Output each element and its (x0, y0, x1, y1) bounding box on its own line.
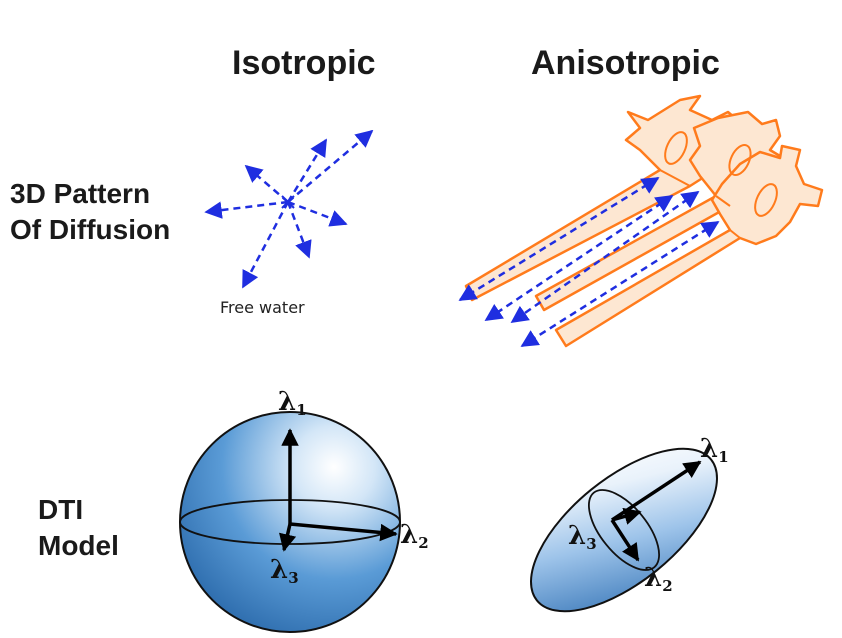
model-row-title-line2: Model (38, 530, 119, 561)
sphere-label-l3: λ3 (270, 555, 299, 587)
neuron-boundaries (659, 169, 741, 239)
ellipsoid (530, 447, 718, 613)
ellipsoid-label-l1: λ1 (700, 434, 729, 466)
pattern-row-title: 3D Pattern Of Diffusion (10, 176, 170, 248)
iso-arrow-up-right (286, 138, 328, 203)
ellipsoid-model: λ1 λ2 λ3 (530, 434, 729, 613)
neurons (464, 94, 824, 348)
isotropic-arrows (204, 129, 374, 289)
iso-arrow-up-right-long (287, 129, 374, 203)
aniso-arrow-4 (520, 220, 720, 348)
isotropic-title: Isotropic (232, 44, 376, 82)
anisotropic-title: Anisotropic (531, 44, 720, 82)
sphere-model: λ1 λ2 λ3 (179, 387, 429, 633)
iso-arrow-left (204, 200, 289, 219)
free-water-molecule-mark (281, 195, 295, 209)
anisotropic-arrows (458, 176, 720, 348)
ellipsoid-label-l2: λ2 (644, 563, 673, 595)
neuron-nuclei (664, 131, 778, 217)
model-row-title: DTI Model (38, 492, 119, 564)
ellipsoid-axis-l3 (611, 507, 642, 525)
free-water-caption: Free water (220, 298, 305, 317)
ellipsoid-label-l3: λ3 (568, 521, 597, 553)
sphere-label-l1: λ1 (278, 387, 307, 419)
ellipsoid-axis-l2 (610, 519, 640, 562)
sphere-axis-l3 (279, 523, 297, 552)
pattern-row-title-line2: Of Diffusion (10, 214, 171, 245)
iso-arrow-right (287, 200, 348, 227)
iso-arrow-up-left (244, 164, 289, 203)
sphere-label-l2: λ2 (400, 520, 429, 552)
iso-arrow-down (286, 201, 312, 259)
pattern-row-title-line1: 3D Pattern (10, 178, 151, 209)
iso-arrow-down-left (241, 201, 290, 289)
sphere-axis-l2 (289, 522, 398, 542)
model-row-title-line1: DTI (38, 494, 84, 525)
ellipsoid-cross-section (588, 489, 660, 571)
